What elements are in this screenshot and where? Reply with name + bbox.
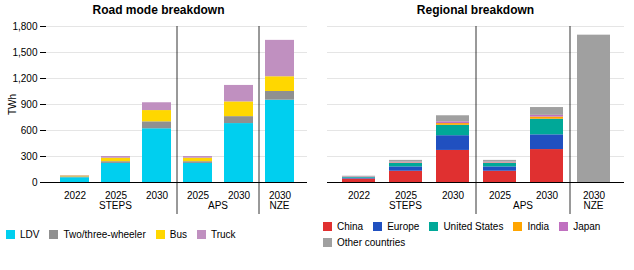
svg-text:2022: 2022	[64, 190, 87, 201]
svg-text:1,200: 1,200	[12, 73, 37, 84]
svg-text:2025: 2025	[489, 190, 512, 201]
svg-text:2025: 2025	[187, 190, 210, 201]
html-text:China: China	[337, 220, 364, 232]
svg-text:2030: 2030	[442, 190, 465, 201]
html-text:Truck: Truck	[211, 229, 236, 240]
svg-text:STEPS: STEPS	[389, 200, 422, 211]
svg-text:2025: 2025	[395, 190, 418, 201]
svg-text:0: 0	[32, 177, 38, 188]
svg-text:APS: APS	[513, 200, 533, 211]
svg-text:STEPS: STEPS	[99, 200, 132, 211]
html-text:Japan: Japan	[573, 220, 601, 232]
svg-text:2030: 2030	[146, 190, 169, 201]
html-text:Two/three-wheeler: Two/three-wheeler	[63, 229, 146, 240]
html-text:Road mode breakdown: Road mode breakdown	[92, 3, 225, 17]
svg-text:TWh: TWh	[7, 94, 18, 115]
svg-text:2030: 2030	[583, 190, 606, 201]
html-text:Europe: Europe	[387, 220, 420, 232]
svg-text:1,500: 1,500	[12, 47, 37, 58]
svg-text:600: 600	[21, 125, 38, 136]
svg-text:2030: 2030	[228, 190, 251, 201]
html-text:Regional breakdown: Regional breakdown	[416, 3, 535, 17]
svg-text:2025: 2025	[105, 190, 128, 201]
svg-text:2022: 2022	[348, 190, 371, 201]
html-text:Bus: Bus	[169, 229, 187, 240]
html-text:LDV: LDV	[20, 229, 40, 240]
svg-text:NZE: NZE	[270, 200, 290, 211]
svg-text:2030: 2030	[269, 190, 292, 201]
svg-text:900: 900	[21, 99, 38, 110]
svg-text:2030: 2030	[536, 190, 559, 201]
html-text:India: India	[527, 220, 550, 232]
svg-text:1,800: 1,800	[12, 21, 37, 32]
svg-text:APS: APS	[208, 200, 228, 211]
html-text:Other countries: Other countries	[337, 237, 406, 249]
html-text:United States: United States	[443, 220, 504, 232]
svg-text:300: 300	[21, 151, 38, 162]
svg-text:NZE: NZE	[584, 200, 604, 211]
